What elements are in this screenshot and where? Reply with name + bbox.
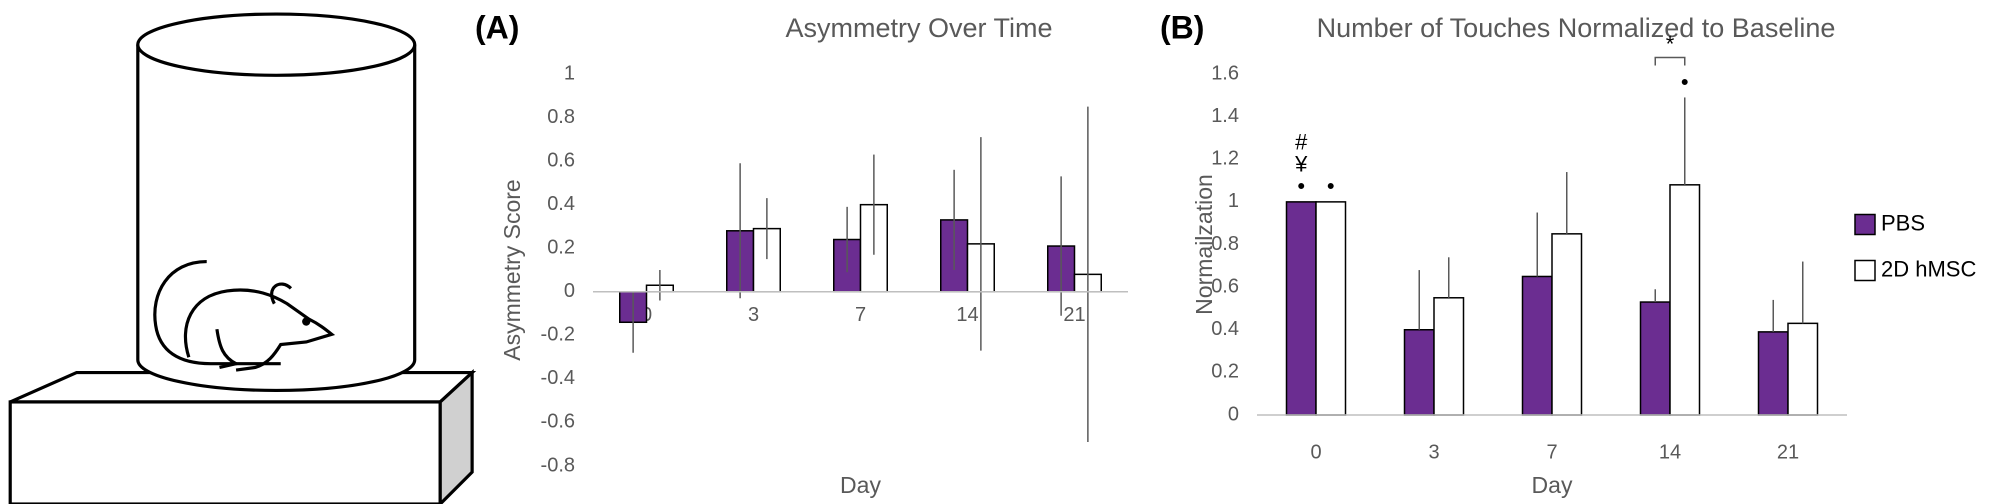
mouse-leg [215, 328, 241, 370]
cylinder-top [136, 12, 417, 77]
y-tick-label: 0.6 [547, 149, 575, 171]
y-axis-title: Normailzation [1191, 174, 1217, 315]
bar [1639, 301, 1671, 416]
y-tick-label: -0.8 [541, 454, 575, 476]
annotation: • [1327, 174, 1335, 199]
legend-swatch [1854, 259, 1876, 282]
chart-title: Number of Touches Normalized to Baseline [1317, 13, 1836, 43]
mouse-ear [270, 282, 293, 305]
annotation: # [1295, 130, 1308, 155]
x-tick-label: 21 [1063, 304, 1085, 326]
box-front [8, 400, 442, 504]
legend-label: PBS [1881, 210, 1925, 235]
cylinder-diagram [8, 12, 477, 504]
bar [1551, 233, 1583, 416]
y-tick-label: -0.6 [541, 411, 575, 433]
x-tick-label: 7 [1546, 441, 1557, 463]
y-tick-label: -0.2 [541, 324, 575, 346]
bar [1521, 275, 1553, 416]
annotation: * [1666, 31, 1675, 56]
x-tick-label: 14 [1659, 441, 1681, 463]
significance-bracket [1654, 56, 1686, 66]
bar [1757, 331, 1789, 416]
mouse [153, 259, 336, 372]
legend-label: 2D hMSC [1881, 256, 1976, 281]
y-tick-label: 0.8 [547, 106, 575, 128]
x-tick-label: 21 [1777, 441, 1799, 463]
legend-swatch [1854, 213, 1876, 236]
cylinder-body [136, 44, 417, 393]
box-side [438, 368, 474, 504]
x-axis-title: Day [840, 472, 881, 498]
y-tick-label: 0.8 [1211, 233, 1239, 255]
x-tick-label: 14 [956, 304, 978, 326]
y-tick-label: 0 [564, 280, 575, 302]
x-tick-label: 0 [1310, 441, 1321, 463]
mouse-tail [153, 259, 281, 366]
y-tick-label: 0.6 [1211, 275, 1239, 297]
y-tick-label: 1 [1228, 190, 1239, 212]
x-tick-label: 3 [748, 304, 759, 326]
chart-title: Asymmetry Over Time [785, 13, 1052, 43]
mouse-body [183, 288, 336, 372]
y-tick-label: 1 [564, 62, 575, 84]
y-tick-label: 1.6 [1211, 62, 1239, 84]
panel-label: (A) [475, 9, 519, 45]
bar [1433, 297, 1465, 416]
bar [1403, 329, 1435, 416]
bar [1285, 201, 1317, 416]
y-tick-label: 1.4 [1211, 105, 1239, 127]
annotation: • [1297, 174, 1305, 199]
y-tick-label: 0 [1228, 403, 1239, 425]
bar [1787, 322, 1819, 416]
bar [1669, 184, 1701, 416]
y-tick-label: 0.4 [547, 193, 575, 215]
y-axis-title: Asymmetry Score [499, 179, 525, 360]
x-axis-title: Day [1532, 472, 1573, 498]
annotation: • [1681, 69, 1689, 94]
y-tick-label: -0.4 [541, 367, 575, 389]
y-tick-label: 0.4 [1211, 318, 1239, 340]
y-tick-label: 0.2 [547, 237, 575, 259]
x-tick-label: 7 [855, 304, 866, 326]
panel-label: (B) [1160, 9, 1204, 45]
annotation: ¥ [1294, 152, 1308, 177]
y-tick-label: 0.2 [1211, 361, 1239, 383]
x-tick-label: 3 [1428, 441, 1439, 463]
mouse-eye [302, 317, 311, 326]
bar [1315, 201, 1347, 416]
y-tick-label: 1.2 [1211, 148, 1239, 170]
